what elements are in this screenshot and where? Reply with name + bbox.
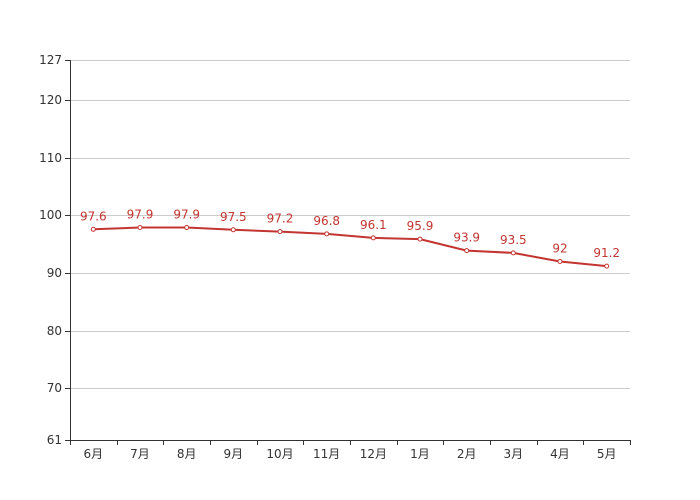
x-tick-label: 9月 (224, 447, 244, 461)
data-point[interactable] (277, 229, 283, 235)
x-tick-label: 3月 (504, 447, 524, 461)
y-tick-label: 61 (47, 433, 62, 447)
x-tick-label: 4月 (550, 447, 570, 461)
data-label: 91.2 (593, 246, 620, 260)
y-tick-label: 100 (39, 208, 62, 222)
x-tick-label: 8月 (177, 447, 197, 461)
data-label: 93.9 (453, 231, 480, 245)
x-tick-label: 5月 (597, 447, 617, 461)
data-label: 96.8 (313, 214, 340, 228)
x-tick-label: 6月 (84, 447, 104, 461)
data-point[interactable] (370, 235, 376, 241)
y-tick-label: 70 (47, 381, 62, 395)
x-tick-label: 11月 (313, 447, 340, 461)
data-point[interactable] (324, 231, 330, 237)
data-label: 93.5 (500, 233, 527, 247)
data-point[interactable] (604, 263, 610, 269)
data-point[interactable] (90, 226, 96, 232)
data-point[interactable] (557, 259, 563, 264)
data-point[interactable] (417, 236, 423, 242)
data-point[interactable] (184, 225, 190, 230)
x-tick-label: 7月 (130, 447, 150, 461)
y-tick-label: 120 (39, 93, 62, 107)
data-point[interactable] (510, 250, 516, 256)
x-tick-label: 10月 (266, 447, 293, 461)
gridlines (70, 60, 630, 389)
data-label: 97.5 (220, 210, 247, 224)
data-label: 97.9 (173, 208, 200, 222)
data-label: 92 (552, 242, 567, 256)
axes (70, 60, 630, 441)
data-point[interactable] (464, 248, 470, 254)
data-label: 97.2 (267, 212, 294, 226)
data-point[interactable] (137, 225, 143, 230)
data-label: 96.1 (360, 218, 387, 232)
y-tick-label: 90 (47, 266, 62, 280)
x-axis-ticks: 6月 7月 8月 9月 10月 11月 12月 1月 2月 3月 4月 5月 (70, 440, 631, 461)
series: 97.6 97.9 97.9 97.5 97.2 96.8 96.1 95.9 93.9 93.5… (80, 208, 620, 269)
series-line (93, 226, 607, 268)
data-label: 97.9 (127, 208, 154, 222)
y-tick-label: 80 (47, 324, 62, 338)
x-tick-label: 1月 (410, 447, 430, 461)
x-tick-label: 2月 (457, 447, 477, 461)
x-tick-label: 12月 (360, 447, 387, 461)
y-tick-label: 127 (39, 53, 62, 67)
y-axis-ticks: 61 70 80 90 100 110 120 127 (39, 53, 70, 447)
data-point[interactable] (230, 227, 236, 233)
data-label: 97.6 (80, 209, 107, 223)
y-tick-label: 110 (39, 151, 62, 165)
data-label: 95.9 (407, 219, 434, 233)
